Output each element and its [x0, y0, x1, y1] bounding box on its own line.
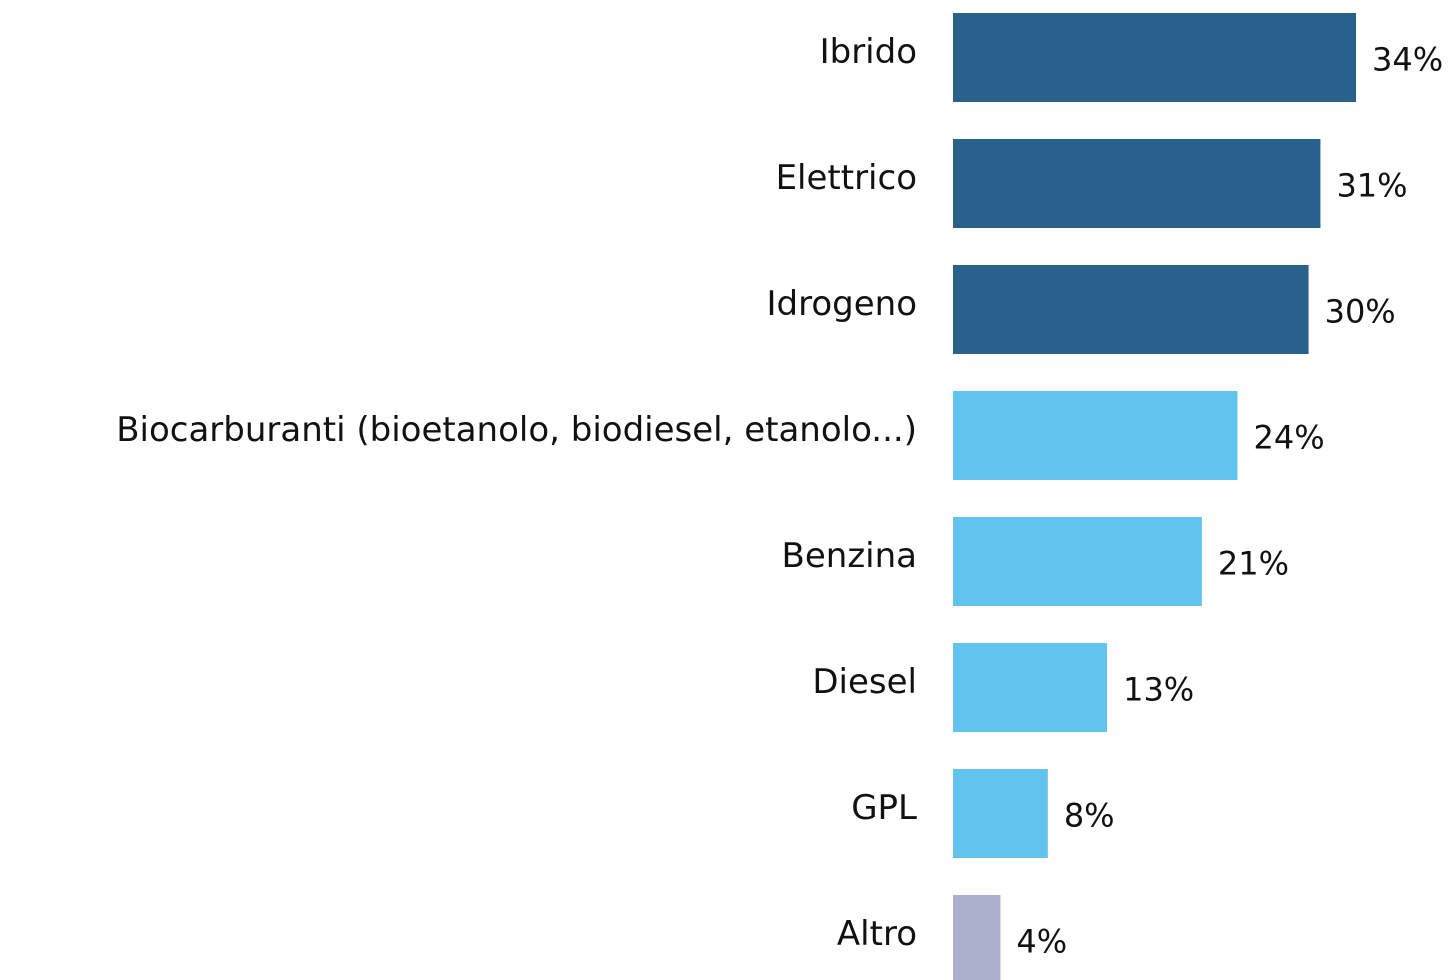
- bar: [953, 643, 1108, 732]
- value-label: 21%: [1218, 545, 1289, 583]
- bar: [953, 13, 1356, 102]
- value-label: 24%: [1253, 419, 1324, 457]
- category-label: Diesel: [812, 662, 917, 702]
- value-label: 30%: [1325, 293, 1396, 331]
- category-label: Altro: [837, 914, 917, 954]
- category-label: Idrogeno: [767, 284, 918, 324]
- value-label: 34%: [1372, 41, 1443, 79]
- value-label: 4%: [1016, 923, 1067, 961]
- category-label: Ibrido: [820, 32, 917, 72]
- value-label: 8%: [1064, 797, 1115, 835]
- category-label: GPL: [851, 788, 917, 828]
- category-label: Biocarburanti (bioetanolo, biodiesel, et…: [116, 410, 917, 450]
- value-label: 31%: [1336, 167, 1407, 205]
- category-label: Benzina: [782, 536, 917, 576]
- category-label: Elettrico: [776, 158, 917, 198]
- value-label: 13%: [1123, 671, 1194, 709]
- bar: [953, 265, 1309, 354]
- bar: [953, 517, 1202, 606]
- bar: [953, 895, 1001, 980]
- bar: [953, 391, 1238, 480]
- bar: [953, 769, 1048, 858]
- bar: [953, 139, 1321, 228]
